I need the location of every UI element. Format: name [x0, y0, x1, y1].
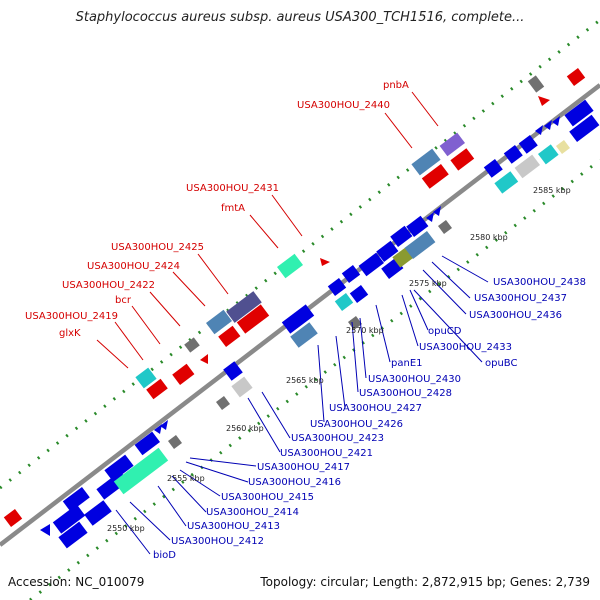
gene-label: USA300HOU_2440: [297, 100, 390, 111]
features-lower: [40, 99, 600, 549]
callout-lines-blue: [115, 255, 489, 555]
gene-label: USA300HOU_2437: [474, 293, 567, 304]
tick-label: 2570 kbp: [346, 326, 384, 335]
callout-lines-red: [96, 91, 439, 369]
tick-label: 2585 kbp: [533, 186, 571, 195]
gc-dot-line-upper: [0, 18, 600, 490]
tick-label: 2575 kbp: [409, 279, 447, 288]
gene-label: USA300HOU_2416: [248, 477, 341, 488]
gene-label: USA300HOU_2433: [419, 342, 512, 353]
tick-label: 2555 kbp: [167, 474, 205, 483]
gene-label: USA300HOU_2412: [171, 536, 264, 547]
gene-label: USA300HOU_2436: [469, 310, 562, 321]
gene-label: USA300HOU_2414: [206, 507, 299, 518]
tick-label: 2565 kbp: [286, 376, 324, 385]
tick-label: 2580 kbp: [470, 233, 508, 242]
gene-label: USA300HOU_2430: [368, 374, 461, 385]
gene-labels-blue: USA300HOU_2438 USA300HOU_2437 USA300HOU_…: [153, 277, 586, 561]
gene-label: pnbA: [383, 80, 409, 91]
gene-label: USA300HOU_2422: [62, 280, 155, 291]
gene-label: glxK: [59, 328, 81, 339]
gene-label: USA300HOU_2427: [329, 403, 422, 414]
gene-label: bioD: [153, 550, 176, 561]
gene-label: opuBC: [485, 358, 517, 369]
gene-label: USA300HOU_2431: [186, 183, 279, 194]
gene-label: USA300HOU_2419: [25, 311, 118, 322]
gene-label: fmtA: [221, 203, 245, 214]
gene-label: USA300HOU_2421: [280, 448, 373, 459]
gene-label: USA300HOU_2425: [111, 242, 204, 253]
accession-text: Accession: NC_010079: [8, 575, 145, 589]
gc-dot-line-lower: [29, 158, 600, 600]
gene-label: USA300HOU_2426: [310, 419, 403, 430]
map-title: Staphylococcus aureus subsp. aureus USA3…: [75, 10, 525, 25]
gene-label: USA300HOU_2428: [359, 388, 452, 399]
tick-labels: 2550 kbp 2555 kbp 2560 kbp 2565 kbp 2570…: [107, 186, 571, 533]
features-upper: [3, 67, 586, 528]
gene-label: panE1: [391, 358, 423, 369]
tick-label: 2560 kbp: [226, 424, 264, 433]
tick-label: 2550 kbp: [107, 524, 145, 533]
gene-labels-red: pnbA USA300HOU_2440 USA300HOU_2431 fmtA …: [25, 80, 409, 339]
gene-label: USA300HOU_2415: [221, 492, 314, 503]
gene-label: USA300HOU_2424: [87, 261, 180, 272]
gene-label: USA300HOU_2438: [493, 277, 586, 288]
gene-label: USA300HOU_2413: [187, 521, 280, 532]
gene-label: USA300HOU_2423: [291, 433, 384, 444]
gene-label: opuCD: [428, 326, 462, 337]
gene-label: USA300HOU_2417: [257, 462, 350, 473]
gene-label: bcr: [115, 295, 132, 306]
genome-summary-text: Topology: circular; Length: 2,872,915 bp…: [260, 575, 590, 589]
